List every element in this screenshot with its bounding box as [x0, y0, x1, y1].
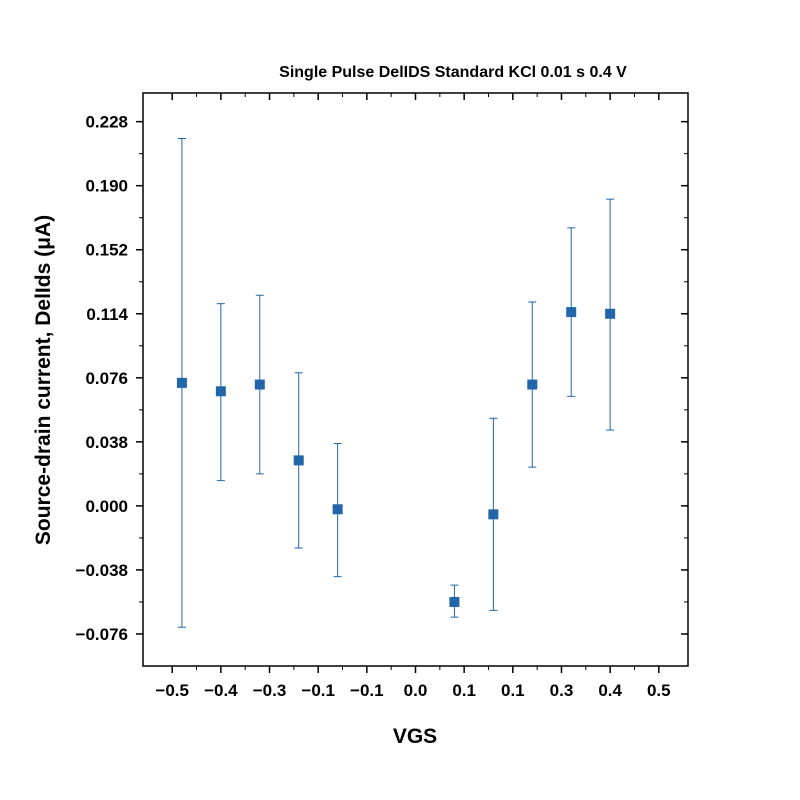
data-point — [215, 386, 226, 397]
y-tick-label: 0.190 — [85, 177, 128, 196]
x-tick-label: −0.4 — [204, 681, 238, 700]
y-tick-label: 0.000 — [85, 497, 128, 516]
x-tick-label: −0.1 — [350, 681, 384, 700]
x-tick-label: 0.3 — [550, 681, 574, 700]
x-tick-label: 0.1 — [501, 681, 525, 700]
y-tick-label: 0.038 — [85, 433, 128, 452]
data-point — [488, 509, 499, 520]
y-axis-ticks: 0.228 0.190 0.152 0.114 0.076 0.038 0.000 −0.03… — [76, 113, 688, 644]
plot-frame — [142, 92, 689, 667]
x-axis-label: VGS — [393, 725, 437, 748]
data-point — [449, 596, 460, 607]
error-bars — [177, 138, 615, 628]
x-tick-label: 0.4 — [598, 681, 622, 700]
x-tick-label: −0.3 — [253, 681, 287, 700]
x-tick-label: 0.1 — [452, 681, 476, 700]
data-point — [566, 307, 577, 318]
x-axis-ticks: −0.5 −0.4 −0.3 −0.1 −0.1 0.0 0.1 0.1 0.3 0.4 0.5 — [155, 93, 671, 700]
x-tick-label: −0.1 — [301, 681, 335, 700]
data-point — [332, 504, 343, 515]
x-tick-label: 0.5 — [647, 681, 671, 700]
y-tick-label: −0.038 — [76, 561, 128, 580]
y-tick-label: 0.152 — [85, 241, 128, 260]
x-tick-label: 0.0 — [404, 681, 428, 700]
y-tick-label: 0.228 — [85, 113, 128, 132]
y-axis-label: Source-drain current, DelIds (μA) — [32, 215, 55, 545]
y-tick-label: −0.076 — [76, 625, 128, 644]
data-markers — [176, 307, 616, 607]
y-tick-label: 0.076 — [85, 369, 128, 388]
data-point — [176, 377, 187, 388]
data-point — [527, 379, 538, 390]
x-tick-label: −0.5 — [155, 681, 189, 700]
data-point — [605, 308, 616, 319]
data-point — [293, 455, 304, 466]
y-tick-label: 0.114 — [86, 305, 128, 324]
chart-title: Single Pulse DelIDS Standard KCl 0.01 s … — [279, 64, 627, 81]
data-point — [254, 379, 265, 390]
